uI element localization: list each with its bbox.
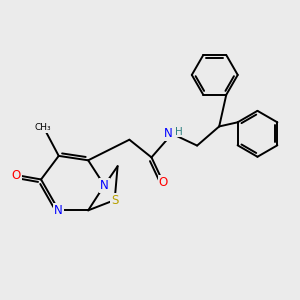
Text: O: O bbox=[11, 169, 21, 182]
Text: N: N bbox=[54, 204, 63, 217]
Text: O: O bbox=[159, 176, 168, 189]
Text: S: S bbox=[111, 194, 118, 207]
Text: N: N bbox=[100, 179, 109, 192]
Text: N: N bbox=[164, 127, 172, 140]
Text: CH₃: CH₃ bbox=[34, 123, 51, 132]
Text: H: H bbox=[175, 127, 183, 137]
